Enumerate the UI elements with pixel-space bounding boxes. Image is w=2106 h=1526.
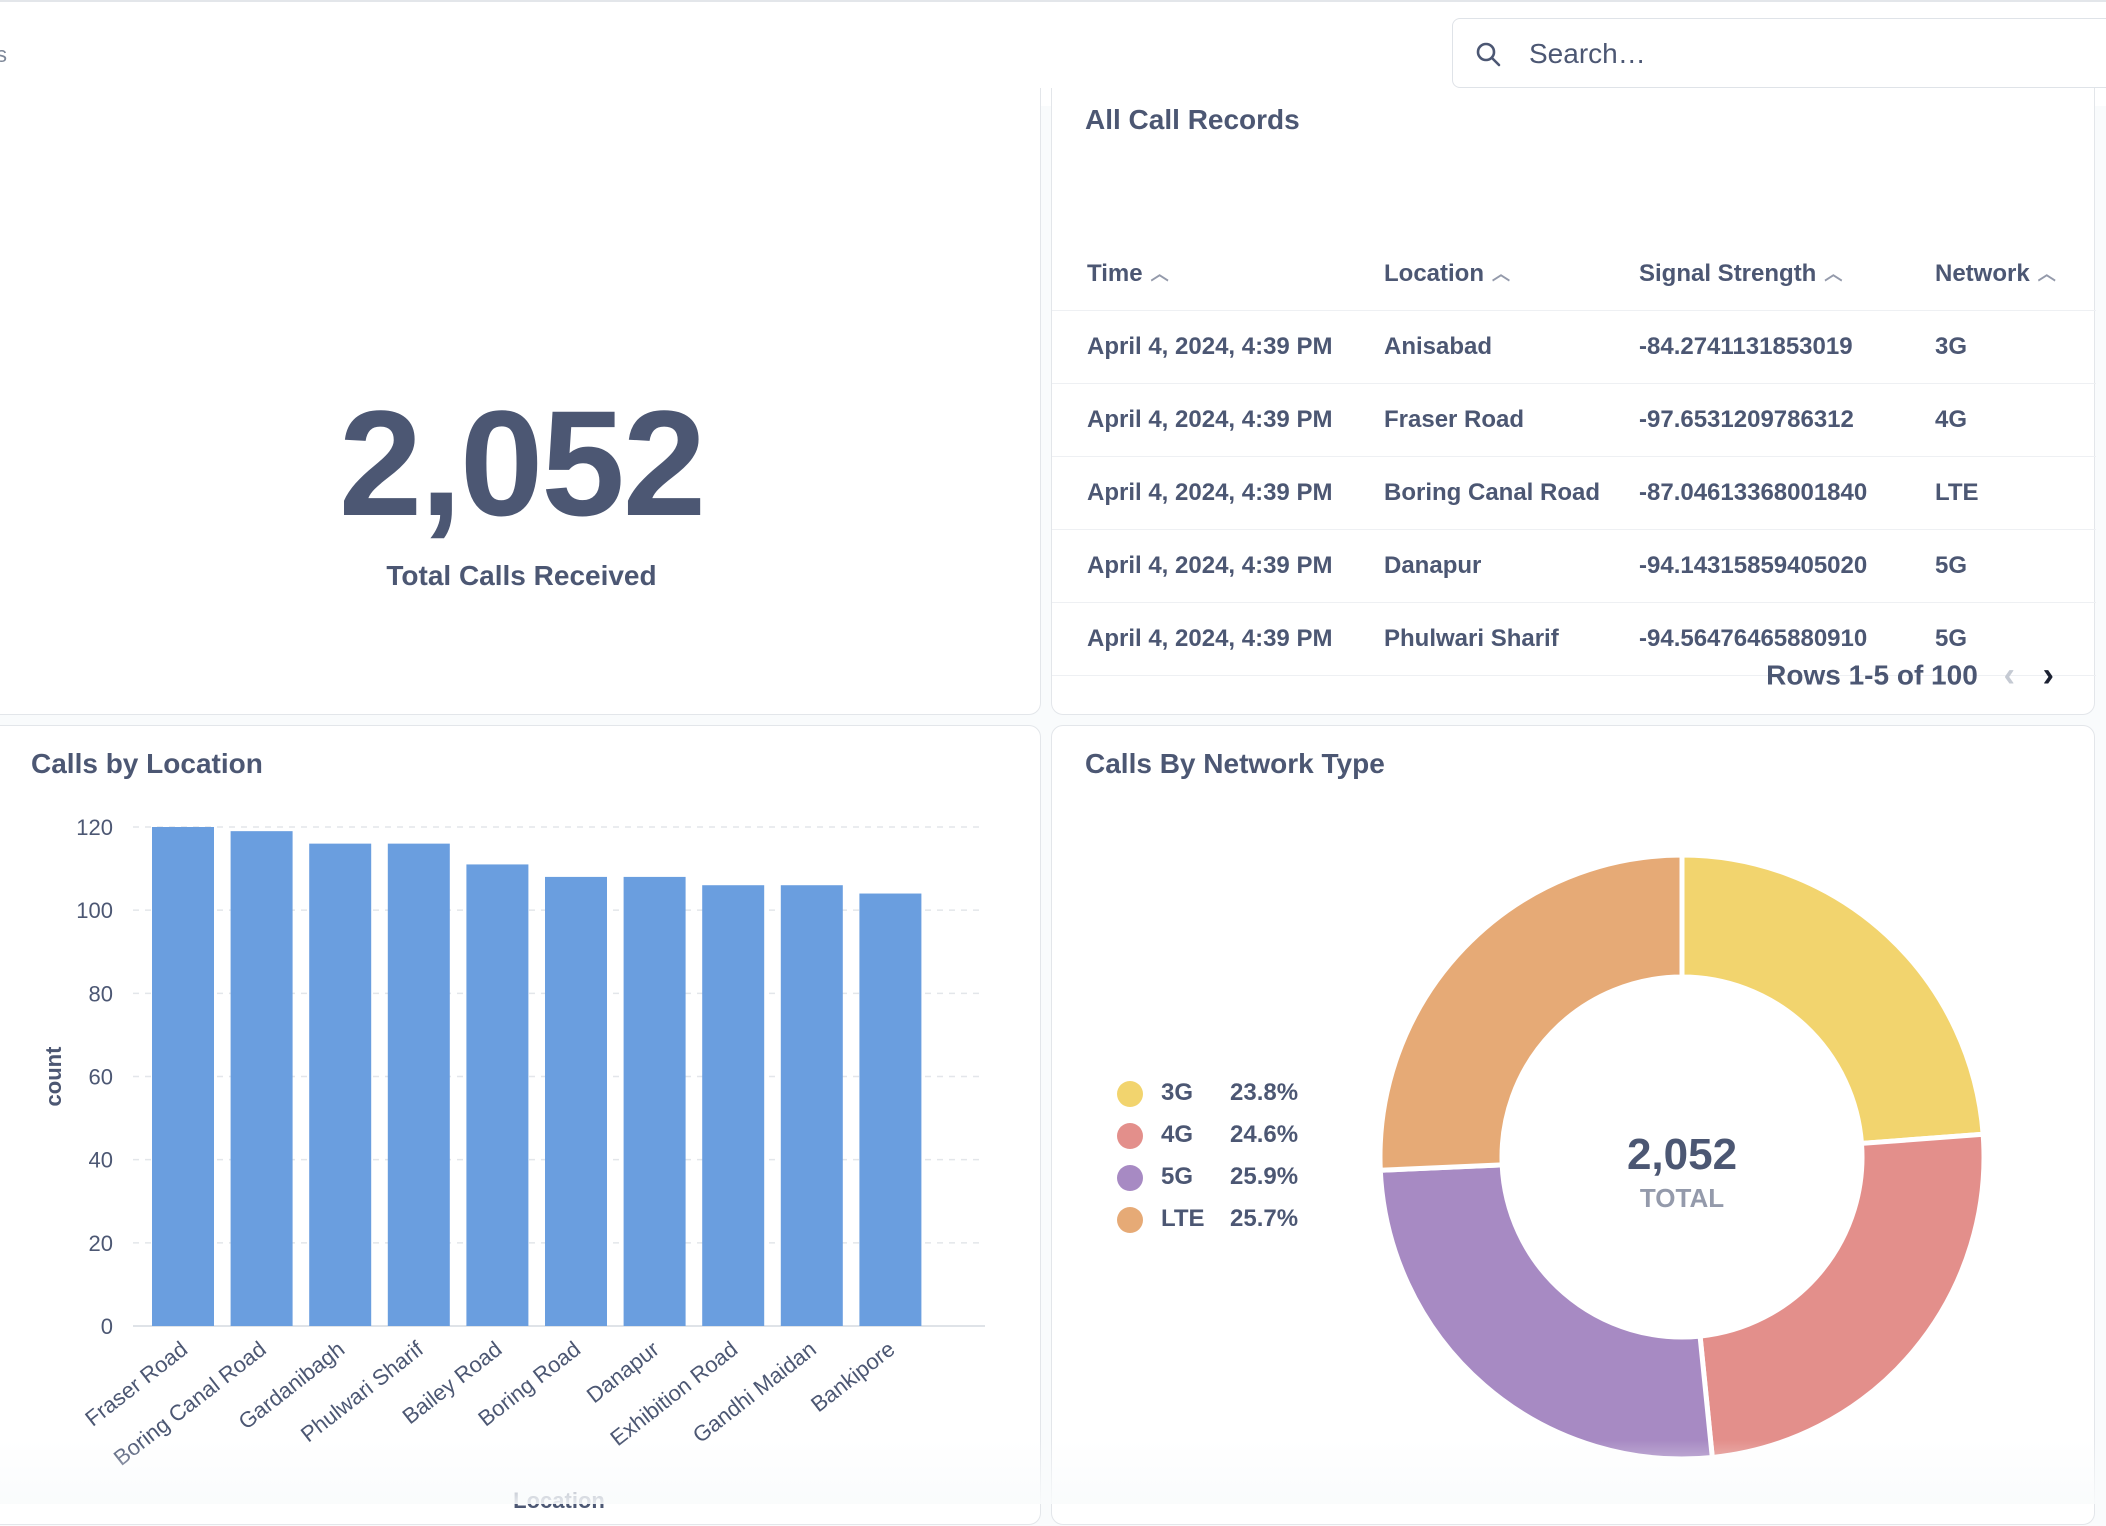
table-row[interactable]: April 4, 2024, 4:39 PM Danapur -94.14315… xyxy=(1052,530,2096,603)
legend-label: 3G xyxy=(1161,1079,1194,1106)
x-axis-label: Location xyxy=(513,1488,605,1513)
cell-location: Boring Canal Road xyxy=(1384,479,1601,506)
donut-slice[interactable] xyxy=(1377,852,1685,1173)
search-box[interactable] xyxy=(1452,18,2106,88)
sort-ascending-icon: ︿ xyxy=(1824,264,1843,284)
column-header-network[interactable]: Network ︿ xyxy=(1935,238,2056,310)
donut-slice[interactable] xyxy=(1377,1162,1716,1462)
cell-signal-strength: -94.14315859405020 xyxy=(1639,552,1868,579)
pagination: Rows 1-5 of 100 ‹ › xyxy=(1766,656,2054,696)
legend-percent: 25.7% xyxy=(1230,1205,1299,1232)
column-header-label: Signal Strength xyxy=(1639,260,1817,287)
call-records-card[interactable]: All Call Records Time ︿ Location ︿ Signal … xyxy=(1051,88,2096,715)
cell-location: Danapur xyxy=(1384,552,1482,579)
cell-location: Anisabad xyxy=(1384,333,1493,360)
bar[interactable] xyxy=(859,893,922,1326)
x-tick-label: Bankipore xyxy=(806,1336,899,1417)
cell-network: 5G xyxy=(1935,625,1968,652)
chevron-left-icon[interactable]: ‹ xyxy=(2003,656,2015,694)
cell-signal-strength: -87.04613368001840 xyxy=(1639,479,1868,506)
legend-percent: 24.6% xyxy=(1230,1121,1299,1148)
bar[interactable] xyxy=(309,843,372,1326)
table-header-row: Time ︿ Location ︿ Signal Strength ︿ Network… xyxy=(1052,238,2096,311)
legend-swatch xyxy=(1117,1165,1143,1191)
cell-network: LTE xyxy=(1935,479,1979,506)
calls-by-network-title: Calls By Network Type xyxy=(1085,748,1385,779)
calls-by-location-card[interactable]: Calls by Location 0 20 40 60 80 100 120 Fraser … xyxy=(0,725,1041,1525)
bar[interactable] xyxy=(387,843,450,1326)
total-calls-card[interactable]: 2,052 Total Calls Received xyxy=(0,88,1041,715)
bar[interactable] xyxy=(545,876,607,1326)
search-input[interactable] xyxy=(1527,31,2091,77)
search-icon xyxy=(1476,42,1501,67)
cell-signal-strength: -97.6531209786312 xyxy=(1639,406,1854,433)
column-header-location[interactable]: Location ︿ xyxy=(1384,238,1510,310)
legend-percent: 25.9% xyxy=(1230,1163,1299,1190)
legend-label: LTE xyxy=(1161,1205,1205,1232)
legend-swatch xyxy=(1117,1123,1143,1149)
bar[interactable] xyxy=(780,885,843,1326)
chevron-right-icon[interactable]: › xyxy=(2042,656,2054,694)
total-calls-value: 2,052 xyxy=(338,379,706,547)
call-records-title: All Call Records xyxy=(1085,104,1300,135)
sort-ascending-icon: ︿ xyxy=(1150,264,1169,284)
donut-slice[interactable] xyxy=(1679,852,1986,1147)
table-row[interactable]: April 4, 2024, 4:39 PM Phulwari Sharif -… xyxy=(1052,603,2096,676)
table-row[interactable]: April 4, 2024, 4:39 PM Fraser Road -97.6… xyxy=(1052,384,2096,457)
sort-ascending-icon: ︿ xyxy=(2037,264,2056,284)
donut-total-label: TOTAL xyxy=(1640,1183,1724,1213)
total-calls-label: Total Calls Received xyxy=(386,560,657,591)
bar[interactable] xyxy=(152,827,214,1326)
call-records-table: Time ︿ Location ︿ Signal Strength ︿ Network… xyxy=(1052,238,2096,676)
cell-location: Phulwari Sharif xyxy=(1384,625,1559,652)
y-axis-label: count xyxy=(41,1046,66,1107)
table-row[interactable]: April 4, 2024, 4:39 PM Anisabad -84.2741… xyxy=(1052,311,2096,384)
y-tick-label: 80 xyxy=(89,981,113,1006)
cell-time: April 4, 2024, 4:39 PM xyxy=(1087,479,1333,506)
legend-swatch xyxy=(1117,1081,1143,1107)
calls-by-network-card[interactable]: Calls By Network Type 3G 23.8% 4G 24.6% … xyxy=(1051,725,2095,1525)
y-tick-label: 20 xyxy=(89,1231,113,1256)
calls-by-location-title: Calls by Location xyxy=(31,748,263,779)
cell-network: 4G xyxy=(1935,406,1968,433)
cell-time: April 4, 2024, 4:39 PM xyxy=(1087,552,1333,579)
column-header-time[interactable]: Time ︿ xyxy=(1087,238,1169,310)
bar[interactable] xyxy=(466,864,529,1326)
bar[interactable] xyxy=(623,876,686,1326)
y-tick-label: 60 xyxy=(89,1065,113,1090)
cell-network: 5G xyxy=(1935,552,1968,579)
sort-ascending-icon: ︿ xyxy=(1492,264,1510,284)
breadcrumb[interactable]: s xyxy=(0,42,7,67)
y-tick-label: 100 xyxy=(76,898,113,923)
donut-slice[interactable] xyxy=(1697,1131,1987,1461)
bar[interactable] xyxy=(702,885,765,1326)
column-header-label: Location xyxy=(1384,260,1484,287)
legend-percent: 23.8% xyxy=(1230,1079,1299,1106)
donut-total-value: 2,052 xyxy=(1627,1130,1737,1179)
column-header-label: Time xyxy=(1087,260,1143,287)
y-tick-label: 40 xyxy=(89,1148,113,1173)
cell-network: 3G xyxy=(1935,333,1968,360)
y-tick-label: 120 xyxy=(76,815,113,840)
legend-label: 4G xyxy=(1161,1121,1194,1148)
legend-label: 5G xyxy=(1161,1163,1194,1190)
cell-time: April 4, 2024, 4:39 PM xyxy=(1087,333,1333,360)
cell-signal-strength: -84.2741131853019 xyxy=(1639,333,1853,360)
cell-signal-strength: -94.56476465880910 xyxy=(1639,625,1868,652)
y-tick-label: 0 xyxy=(101,1314,113,1339)
donut-chart: 2,052 TOTAL xyxy=(1377,852,1987,1462)
bar[interactable] xyxy=(230,831,293,1326)
cell-location: Fraser Road xyxy=(1384,406,1525,433)
cell-time: April 4, 2024, 4:39 PM xyxy=(1087,406,1333,433)
table-row[interactable]: April 4, 2024, 4:39 PM Boring Canal Road… xyxy=(1052,457,2096,530)
legend-swatch xyxy=(1117,1207,1143,1233)
pagination-label: Rows 1-5 of 100 xyxy=(1766,659,1978,691)
column-header-label: Network xyxy=(1935,260,2030,287)
cell-time: April 4, 2024, 4:39 PM xyxy=(1087,625,1333,652)
column-header-signal-strength[interactable]: Signal Strength ︿ xyxy=(1639,238,1842,310)
